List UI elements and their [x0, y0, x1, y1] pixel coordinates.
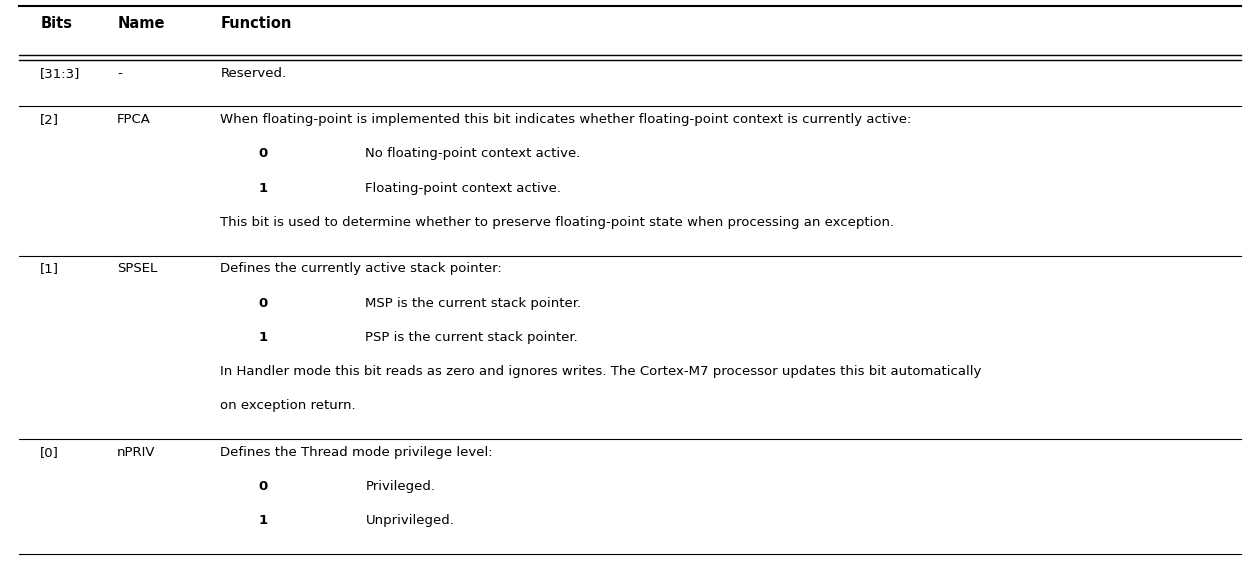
Text: Name: Name [117, 16, 165, 31]
Text: When floating-point is implemented this bit indicates whether floating-point con: When floating-point is implemented this … [220, 113, 912, 126]
Text: Reserved.: Reserved. [220, 67, 286, 79]
Text: [31:3]: [31:3] [40, 67, 81, 79]
Text: -: - [117, 67, 122, 79]
Text: 0: 0 [258, 296, 267, 309]
Text: In Handler mode this bit reads as zero and ignores writes. The Cortex-M7 process: In Handler mode this bit reads as zero a… [220, 365, 982, 378]
Text: 0: 0 [258, 480, 267, 493]
Text: 0: 0 [258, 147, 267, 160]
Text: MSP is the current stack pointer.: MSP is the current stack pointer. [365, 296, 582, 309]
Text: 1: 1 [258, 514, 267, 527]
Text: No floating-point context active.: No floating-point context active. [365, 147, 581, 160]
Text: Privileged.: Privileged. [365, 480, 436, 493]
Text: Unprivileged.: Unprivileged. [365, 514, 455, 527]
Text: Floating-point context active.: Floating-point context active. [365, 182, 562, 195]
Text: 1: 1 [258, 331, 267, 344]
Text: Bits: Bits [40, 16, 72, 31]
Text: 1: 1 [258, 182, 267, 195]
Text: [0]: [0] [40, 446, 59, 459]
Text: This bit is used to determine whether to preserve floating-point state when proc: This bit is used to determine whether to… [220, 216, 895, 229]
Text: Defines the currently active stack pointer:: Defines the currently active stack point… [220, 263, 503, 275]
Text: PSP is the current stack pointer.: PSP is the current stack pointer. [365, 331, 578, 344]
Text: SPSEL: SPSEL [117, 263, 158, 275]
Text: on exception return.: on exception return. [220, 399, 357, 412]
Text: [2]: [2] [40, 113, 59, 126]
Text: FPCA: FPCA [117, 113, 151, 126]
Text: Function: Function [220, 16, 292, 31]
Text: Defines the Thread mode privilege level:: Defines the Thread mode privilege level: [220, 446, 493, 459]
Text: [1]: [1] [40, 263, 59, 275]
Text: nPRIV: nPRIV [117, 446, 156, 459]
